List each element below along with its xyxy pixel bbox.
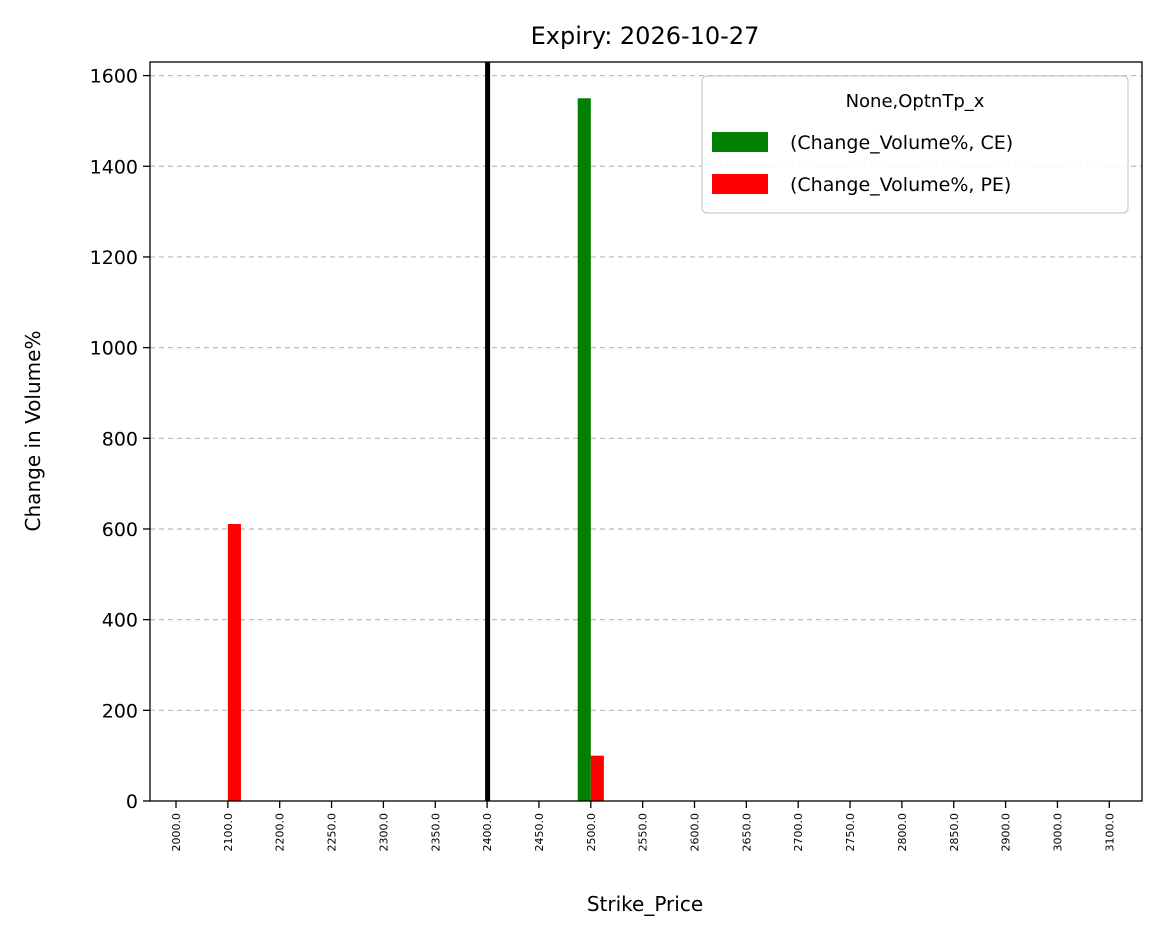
x-tick-label: 2400.0 <box>481 813 494 852</box>
y-axis-label: Change in Volume% <box>21 331 45 532</box>
gridlines <box>150 75 1142 711</box>
x-tick-label: 2800.0 <box>896 813 909 852</box>
x-tick-label: 2850.0 <box>948 813 961 852</box>
y-tick-label: 600 <box>102 519 138 541</box>
legend-swatch-ce <box>712 132 768 152</box>
x-tick-label: 2900.0 <box>1000 813 1013 852</box>
legend-box <box>701 75 1129 214</box>
x-tick-label: 2450.0 <box>533 813 546 852</box>
x-tick-label: 2550.0 <box>637 813 650 852</box>
y-tick-label: 400 <box>102 610 138 632</box>
x-tick-label: 2750.0 <box>844 813 857 852</box>
legend-label-pe: (Change_Volume%, PE) <box>790 174 1011 196</box>
x-tick-label: 2000.0 <box>170 813 183 852</box>
legend: None,OptnTp_x (Change_Volume%, CE) (Chan… <box>701 75 1129 214</box>
x-tick-label: 2200.0 <box>274 813 287 852</box>
y-tick-label: 1600 <box>90 66 138 88</box>
x-axis-ticks: 2000.0 2100.0 2200.0 2250.0 2300.0 2350.0 2400… <box>170 801 1116 852</box>
x-axis-label: Strike_Price <box>587 892 703 916</box>
bars <box>227 98 604 801</box>
y-tick-label: 200 <box>102 700 138 722</box>
legend-label-ce: (Change_Volume%, CE) <box>790 132 1013 154</box>
chart-title: Expiry: 2026-10-27 <box>531 22 760 50</box>
bar-pe-2100.0 <box>227 523 241 801</box>
x-tick-label: 2350.0 <box>429 813 442 852</box>
y-tick-label: 1200 <box>90 247 138 269</box>
x-tick-label: 3100.0 <box>1103 813 1116 852</box>
x-tick-label: 2700.0 <box>792 813 805 852</box>
x-tick-label: 2300.0 <box>377 813 390 852</box>
x-tick-label: 2650.0 <box>740 813 753 852</box>
legend-title: None,OptnTp_x <box>846 91 985 112</box>
x-tick-label: 2500.0 <box>585 813 598 852</box>
plot-frame <box>149 61 1143 802</box>
x-tick-label: 2250.0 <box>326 813 339 852</box>
x-tick-label: 2100.0 <box>222 813 235 852</box>
legend-swatch-pe <box>712 174 768 194</box>
y-axis-ticks: 0 200 400 600 800 1000 1200 1400 1600 <box>90 66 150 813</box>
y-tick-label: 1000 <box>90 338 138 360</box>
y-tick-label: 1400 <box>90 156 138 178</box>
y-tick-label: 800 <box>102 428 138 450</box>
bar-pe-2500.0 <box>590 755 604 801</box>
x-tick-label: 2600.0 <box>689 813 702 852</box>
x-tick-label: 3000.0 <box>1051 813 1064 852</box>
y-tick-label: 0 <box>126 791 138 813</box>
bar-ce-2500.0 <box>577 98 591 801</box>
